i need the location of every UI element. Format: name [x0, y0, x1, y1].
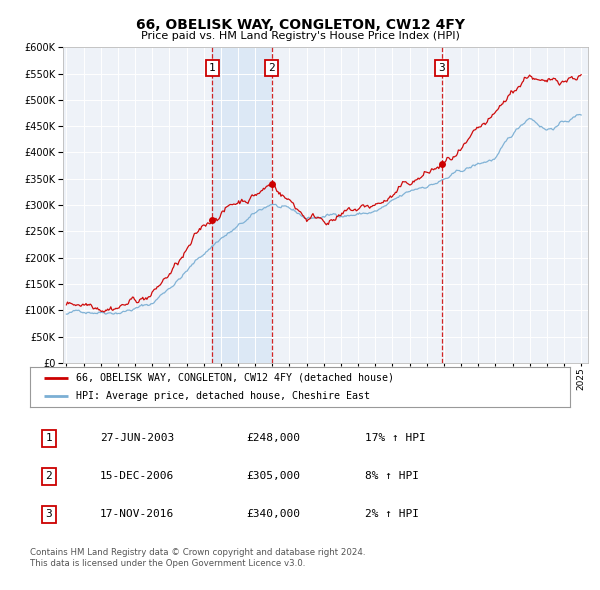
Text: 3: 3 [439, 63, 445, 73]
Text: 3: 3 [46, 510, 52, 519]
Text: HPI: Average price, detached house, Cheshire East: HPI: Average price, detached house, Ches… [76, 391, 370, 401]
Text: This data is licensed under the Open Government Licence v3.0.: This data is licensed under the Open Gov… [30, 559, 305, 568]
Text: 1: 1 [209, 63, 215, 73]
Text: 17% ↑ HPI: 17% ↑ HPI [365, 434, 425, 443]
Text: £340,000: £340,000 [246, 510, 300, 519]
Text: 27-JUN-2003: 27-JUN-2003 [100, 434, 175, 443]
Text: 66, OBELISK WAY, CONGLETON, CW12 4FY: 66, OBELISK WAY, CONGLETON, CW12 4FY [136, 18, 464, 32]
Bar [212, 47, 272, 363]
Text: 66, OBELISK WAY, CONGLETON, CW12 4FY (detached house): 66, OBELISK WAY, CONGLETON, CW12 4FY (de… [76, 373, 394, 383]
Text: 2% ↑ HPI: 2% ↑ HPI [365, 510, 419, 519]
Text: 1: 1 [46, 434, 52, 443]
Text: £305,000: £305,000 [246, 471, 300, 481]
Text: Contains HM Land Registry data © Crown copyright and database right 2024.: Contains HM Land Registry data © Crown c… [30, 548, 365, 556]
Text: 2: 2 [46, 471, 52, 481]
Text: Price paid vs. HM Land Registry's House Price Index (HPI): Price paid vs. HM Land Registry's House … [140, 31, 460, 41]
Text: 8% ↑ HPI: 8% ↑ HPI [365, 471, 419, 481]
Text: 17-NOV-2016: 17-NOV-2016 [100, 510, 175, 519]
Text: £248,000: £248,000 [246, 434, 300, 443]
Text: 15-DEC-2006: 15-DEC-2006 [100, 471, 175, 481]
Text: 2: 2 [268, 63, 275, 73]
